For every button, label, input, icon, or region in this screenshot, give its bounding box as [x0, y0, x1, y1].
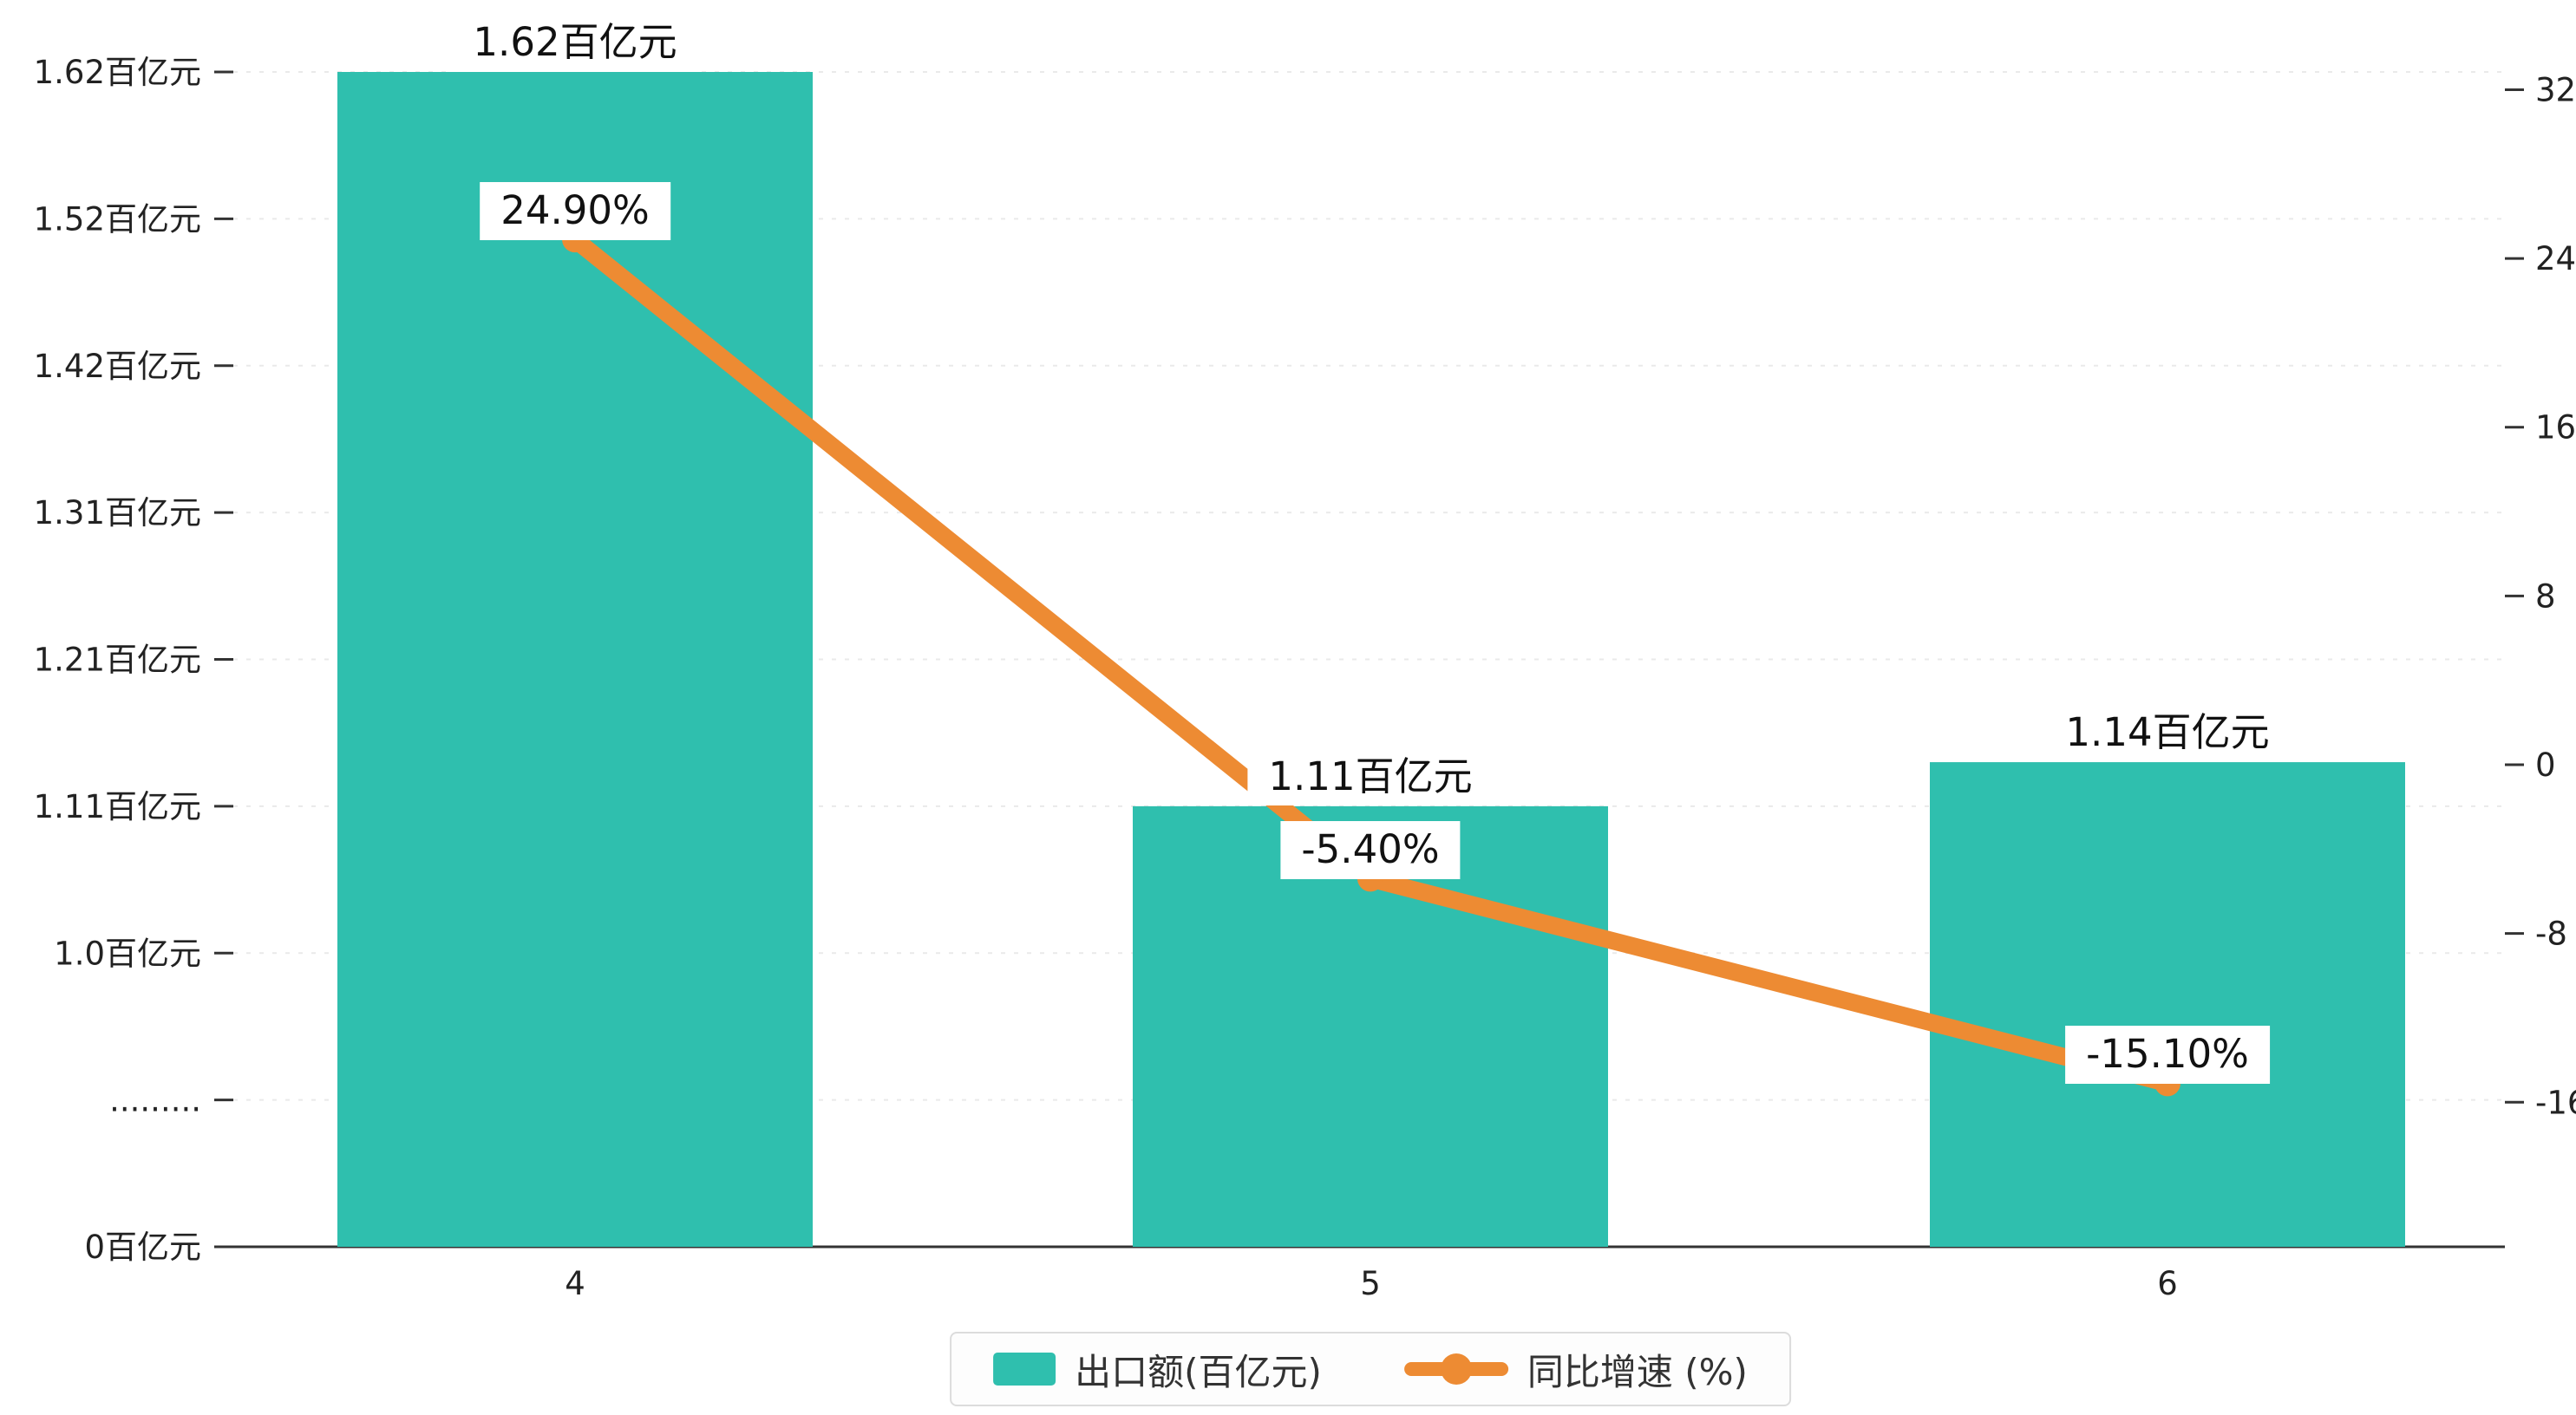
bar-series-swatch-icon	[993, 1353, 1056, 1386]
legend-label-export: 出口额(百亿元)	[1075, 1350, 1322, 1393]
y-axis-right-label: 16	[2535, 409, 2576, 447]
y-axis-right-label: 0	[2535, 747, 2556, 784]
y-axis-right-label: 8	[2535, 577, 2556, 615]
y-axis-right-label: 24	[2535, 240, 2576, 277]
y-axis-left-label: 1.0百亿元	[54, 935, 201, 972]
y-axis-right-label: -8	[2535, 916, 2567, 953]
y-axis-left-label: 0百亿元	[84, 1229, 201, 1266]
legend-item-growth[interactable]: 同比增速 (%)	[1403, 1343, 1748, 1396]
y-axis-left-label: 1.52百亿元	[34, 200, 201, 238]
legend: 出口额(百亿元) 同比增速 (%)	[950, 1332, 1791, 1406]
bar[interactable]	[337, 72, 813, 1247]
legend-item-export[interactable]: 出口额(百亿元)	[993, 1343, 1322, 1396]
x-axis-label: 4	[565, 1265, 585, 1302]
y-axis-left-label: 1.42百亿元	[34, 348, 201, 385]
line-point	[1357, 865, 1383, 892]
y-axis-right-label: -16	[2535, 1084, 2576, 1121]
y-axis-left-label: 1.11百亿元	[34, 788, 201, 825]
x-axis-label: 5	[1360, 1265, 1381, 1302]
y-axis-left-label: 1.21百亿元	[34, 642, 201, 679]
y-axis-left-label: .........	[109, 1082, 201, 1119]
legend-label-growth: 同比增速 (%)	[1527, 1350, 1748, 1393]
line-point	[2154, 1070, 2180, 1097]
line-point	[562, 226, 588, 253]
bar[interactable]	[1930, 762, 2405, 1247]
y-axis-left-label: 1.31百亿元	[34, 494, 201, 531]
line-series-marker-icon	[1403, 1352, 1508, 1386]
x-axis-label: 6	[2157, 1265, 2178, 1302]
y-axis-left-label: 1.62百亿元	[34, 54, 201, 91]
line-marker-dot	[1440, 1353, 1472, 1385]
y-axis-right-label: 32	[2535, 71, 2576, 108]
